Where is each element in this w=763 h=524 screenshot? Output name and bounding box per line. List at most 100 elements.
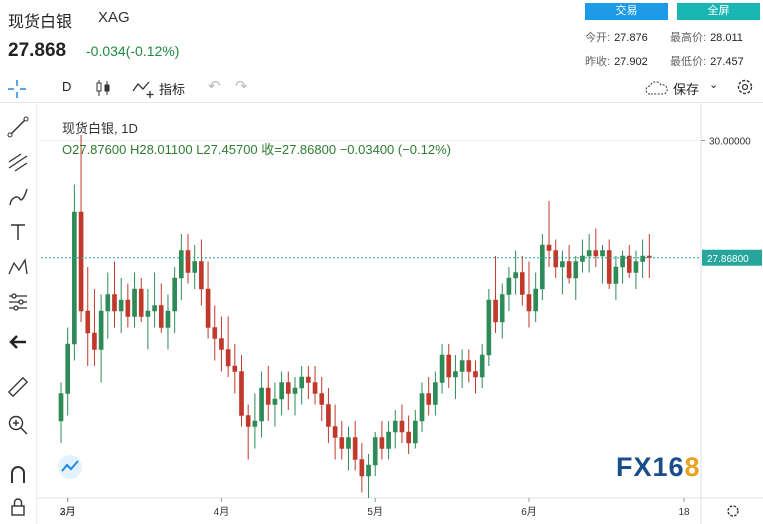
fib-retracement-icon[interactable]	[6, 150, 30, 174]
candle-body	[125, 299, 131, 317]
save-button[interactable]: 保存	[673, 82, 700, 97]
candle-body	[352, 437, 358, 460]
back-arrow-icon[interactable]	[6, 330, 30, 354]
candle-body	[493, 299, 498, 323]
candle-body	[593, 250, 599, 257]
brush-icon[interactable]	[6, 185, 30, 209]
trade-button[interactable]: 交易	[585, 3, 668, 20]
candle-body	[245, 415, 251, 427]
candle-body	[466, 360, 472, 372]
candle-body	[366, 464, 371, 477]
y-tick-label: 30.00000	[709, 137, 751, 148]
candle-body	[65, 343, 71, 394]
indicators-button[interactable]: 指标	[159, 82, 186, 97]
candle-body	[285, 382, 291, 394]
candle-body	[252, 420, 258, 427]
crosshair-icon[interactable]	[7, 79, 27, 99]
candle-body	[479, 354, 485, 378]
chevron-down-icon[interactable]: ⌄	[709, 79, 719, 91]
candle-body	[132, 288, 137, 317]
lock-icon[interactable]	[6, 495, 30, 519]
candle-body	[439, 354, 445, 383]
candle-body	[359, 459, 365, 477]
undo-icon[interactable]: ↶	[208, 78, 221, 95]
candle-body	[573, 261, 579, 279]
candle-body	[406, 431, 411, 444]
x-tick-label: 4月	[214, 506, 230, 518]
magnet-icon[interactable]	[6, 463, 30, 487]
candle-body	[292, 387, 298, 394]
candle-body	[72, 211, 77, 345]
candle-body	[519, 272, 525, 295]
legend-symbol[interactable]: 现货白银, 1D	[62, 121, 138, 136]
ruler-icon[interactable]	[6, 375, 30, 399]
candle-body	[319, 393, 325, 405]
candle-body	[259, 387, 264, 422]
candle-body	[553, 250, 559, 268]
x-tick-label: 3月	[60, 506, 76, 518]
candle-body	[620, 255, 625, 268]
candle-body	[172, 277, 177, 312]
candle-body	[225, 349, 231, 367]
fullscreen-button[interactable]: 全屏	[677, 3, 760, 20]
zoom-in-icon[interactable]	[6, 413, 30, 437]
current-price-tag	[702, 249, 762, 266]
candle-body	[346, 437, 351, 449]
candle-body	[392, 420, 398, 433]
candle-body	[499, 294, 505, 323]
candle-body	[459, 360, 465, 372]
candle-body	[339, 437, 345, 449]
legend-ohlc-values: O27.87600 H28.01100 L27.45700 收=27.86800…	[62, 142, 451, 157]
fx168-logo: FX168	[616, 452, 701, 482]
settings-gear-icon[interactable]	[735, 77, 755, 97]
redo-icon[interactable]: ↷	[235, 78, 248, 95]
candle-body	[526, 294, 532, 312]
candle-type-icon[interactable]	[94, 79, 112, 97]
candle-body	[58, 393, 64, 422]
candle-body	[279, 382, 284, 400]
instrument-title: 现货白银	[8, 14, 73, 31]
candle-body	[453, 371, 458, 378]
candle-body	[265, 387, 271, 405]
candle-body	[419, 393, 425, 422]
interval-selector[interactable]: D	[62, 79, 72, 94]
candle-body	[379, 437, 385, 449]
stat-high: 最高价: 28.011	[670, 32, 743, 44]
candle-body	[145, 310, 151, 317]
candle-body	[118, 299, 124, 312]
text-tool-icon[interactable]	[6, 220, 30, 244]
candle-body	[566, 261, 572, 279]
candle-body	[138, 288, 144, 317]
chart-toolbar: D 指标 ↶ ↷ 保存 ⌄	[0, 72, 763, 103]
candle-body	[299, 376, 304, 389]
cloud-icon[interactable]	[645, 81, 669, 95]
candle-body	[386, 431, 391, 449]
candle-body	[506, 277, 512, 295]
candle-body	[78, 211, 84, 312]
candle-body	[179, 250, 184, 279]
candle-body	[560, 261, 565, 268]
tradingview-logo-mark	[61, 460, 79, 472]
axis-settings-icon[interactable]	[727, 505, 739, 517]
candle-body	[613, 266, 619, 284]
candle-body	[372, 437, 378, 466]
measure-icon[interactable]	[6, 290, 30, 314]
candle-body	[312, 382, 318, 394]
candle-body	[413, 420, 418, 444]
drawing-tools-sidebar	[0, 103, 37, 524]
trend-line-icon[interactable]	[6, 115, 30, 139]
candle-body	[306, 376, 311, 383]
candle-body	[165, 310, 171, 328]
indicators-icon[interactable]	[132, 79, 156, 99]
pattern-icon[interactable]	[6, 255, 30, 279]
candle-body	[85, 310, 91, 334]
candle-body	[446, 354, 452, 378]
candle-body	[212, 327, 218, 339]
x-tick-label: 2月	[60, 506, 76, 518]
candle-body	[152, 305, 157, 312]
candle-body	[105, 294, 111, 312]
candle-body	[426, 393, 432, 405]
candle-body	[600, 250, 605, 257]
candle-body	[232, 365, 238, 372]
